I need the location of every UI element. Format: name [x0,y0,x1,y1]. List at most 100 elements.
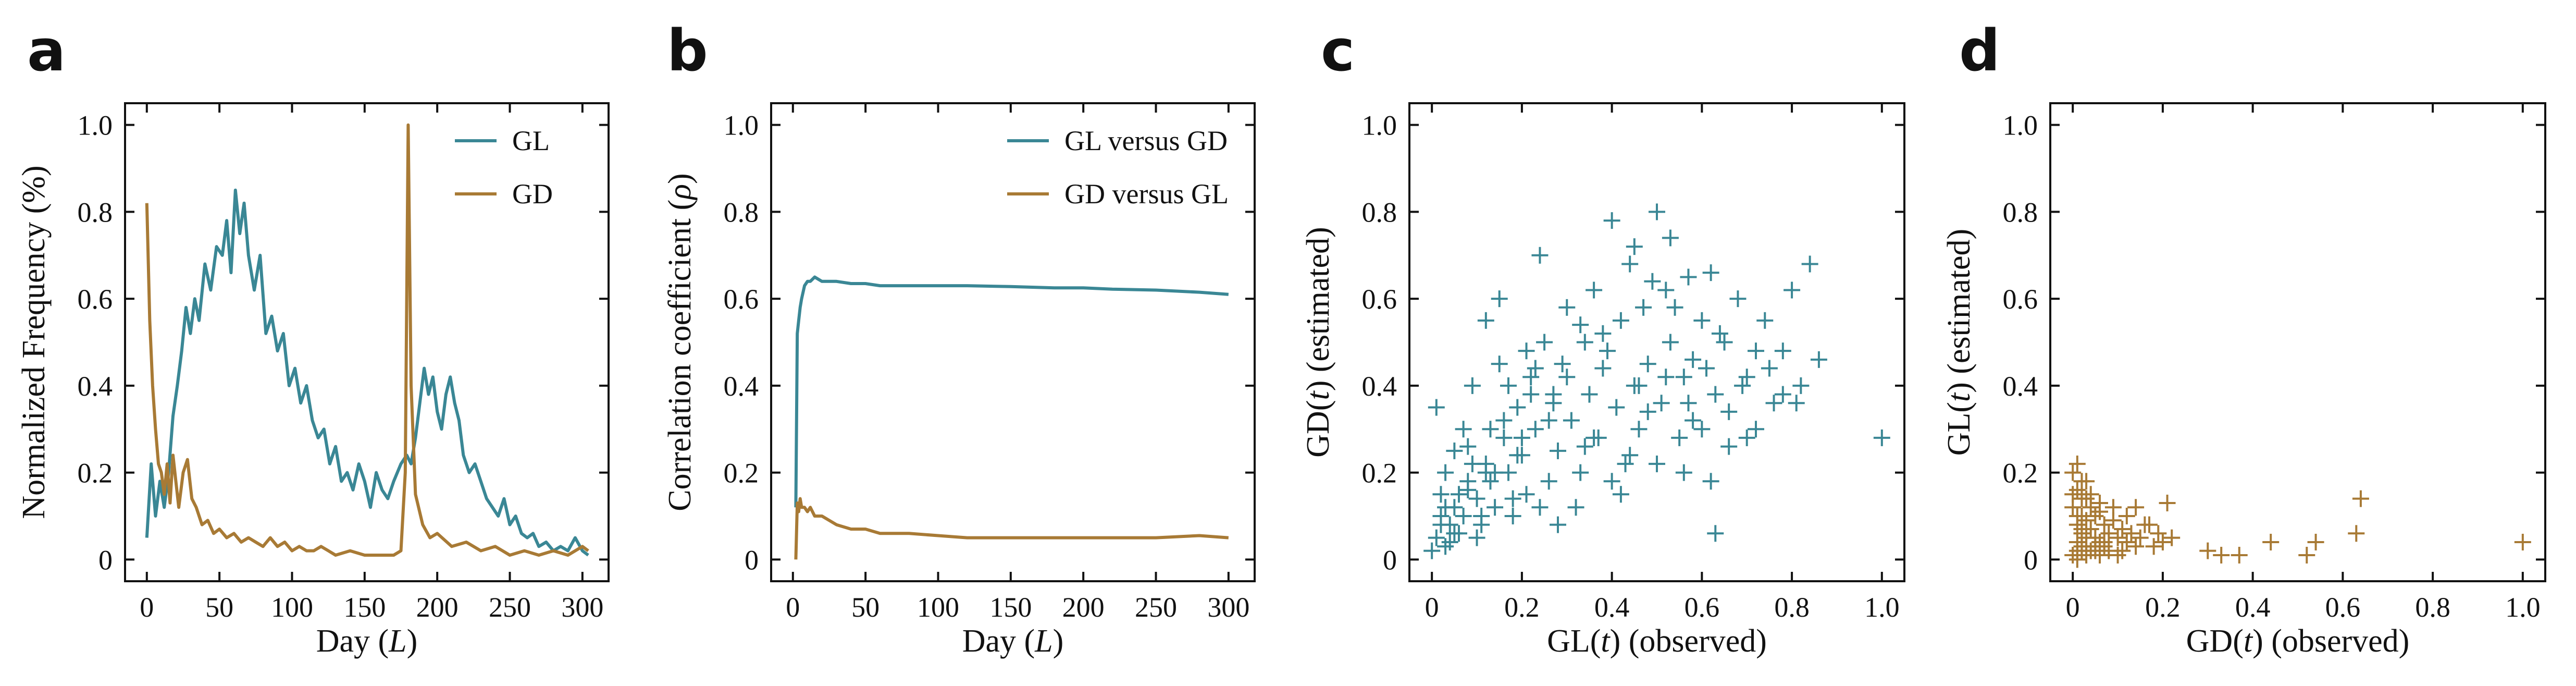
x-tick-label: 0 [1425,592,1439,623]
x-tick-label: 200 [416,592,459,623]
scatter-point [2514,533,2531,550]
legend: GL versus GD GD versus GL [1007,125,1229,210]
scatter-point [1513,429,1530,446]
scatter-point [1432,486,1450,503]
scatter-point [2307,533,2324,550]
y-tick-label: 0.8 [1362,197,1397,228]
scatter-point [1603,212,1620,229]
scatter-point [1550,516,1566,533]
scatter-point [1522,386,1540,403]
scatter-point [1567,499,1584,516]
scatter-point [1572,464,1589,481]
scatter-point [1621,447,1639,464]
y-tick-label: 0.2 [78,458,113,489]
scatter-point [1531,247,1549,264]
scatter-point [2073,490,2090,507]
scatter-point [1437,499,1454,516]
scatter-point [1455,507,1472,524]
scatter-point [1617,455,1634,472]
scatter-point [1801,255,1818,273]
scatter-point [1748,342,1764,360]
scatter-point [1765,395,1782,412]
scatter-point [2114,520,2131,537]
scatter-point [1491,356,1508,373]
x-tick-label: 0.4 [2235,592,2271,623]
scatter-point [1437,464,1454,481]
scatter-point [2091,546,2108,564]
y-tick-label: 0.8 [78,197,113,228]
legend: GL GD [455,125,553,210]
scatter-point [1635,299,1652,316]
series-line-gl [145,188,589,557]
scatter-point [1774,386,1791,403]
scatter-point [1500,377,1517,394]
x-tick-label: 50 [851,592,880,623]
scatter-point [2352,490,2369,507]
y-tick-label: 0.6 [78,284,113,315]
scatter-point [1685,412,1702,429]
scatter-point [1441,533,1458,550]
scatter-point [1693,312,1711,329]
scatter-point [2078,512,2095,529]
scatter-point [1550,442,1566,459]
scatter-point [1428,529,1445,546]
scatter-point [2064,464,2082,481]
scatter-point [2114,542,2131,559]
scatter-point [1504,507,1521,524]
scatter-point [1738,369,1755,386]
scatter-point [1649,203,1665,220]
series-line-gl-versus-gd [794,275,1229,508]
scatter-point [1784,281,1801,299]
y-tick-label: 0.2 [2003,458,2038,489]
scatter-point [2078,473,2095,490]
scatter-point [1563,412,1580,429]
x-tick-label: 300 [561,592,603,623]
scatter-point [1720,403,1738,420]
y-tick-label: 0.2 [724,458,759,489]
scatter-point [2087,542,2104,559]
scatter-point [1873,429,1890,446]
scatter-point [1487,499,1504,516]
scatter-point [1644,273,1661,290]
x-tick-label: 1.0 [2505,592,2541,623]
scatter-point [1554,356,1571,373]
plot-frame [124,102,610,582]
scatter-point [1612,312,1629,329]
scatter-point [1608,399,1625,416]
scatter-point [1531,499,1549,516]
scatter-point [1626,238,1643,255]
scatter-point [2069,507,2086,524]
y-tick-label: 1.0 [724,110,759,141]
scatter-point [1810,351,1827,368]
scatter-point [2298,546,2315,564]
scatter-point [1432,516,1450,533]
scatter-point [1495,412,1513,429]
y-tick-label: 0.4 [1362,371,1397,402]
scatter-point [1446,525,1463,542]
x-tick-label: 300 [1207,592,1249,623]
scatter-point [2127,499,2145,516]
scatter-point [2154,533,2171,550]
x-tick-label: 0.4 [1594,592,1630,623]
scatter-point [1464,377,1481,394]
scatter-point [2096,533,2113,550]
scatter-point [1477,464,1494,481]
panel-b: b 0 50 100 150 200 250 300 0 0.2 0.4 0.6 0.8 1.0 Day (… [662,17,1256,659]
scatter-point [1558,369,1576,386]
scatter-point [2069,551,2086,568]
y-tick-label: 1.0 [78,110,113,141]
series-line-gd [145,123,589,557]
x-tick-label: 0 [786,592,800,623]
x-tick-label: 0.8 [2415,592,2450,623]
x-tick-label: 0.6 [2325,592,2361,623]
scatter-point [2262,533,2280,550]
x-tick-label: 150 [989,592,1032,623]
x-tick-label: 150 [343,592,386,623]
scatter-point [1545,395,1562,412]
panel-d: d 0 0.2 0.4 0.6 0.8 1.0 0 0.2 0.4 0.6 0.8 1.0 GD(t) (… [1941,17,2546,659]
scatter-point [1464,455,1481,472]
scatter-point [1594,325,1612,342]
scatter-point [1738,429,1755,446]
x-tick-label: 250 [1135,592,1177,623]
panel-c: c 0 0.2 0.4 0.6 0.8 1.0 0 0.2 0.4 0.6 0.8 1.0 GL(t) (… [1301,17,1905,659]
